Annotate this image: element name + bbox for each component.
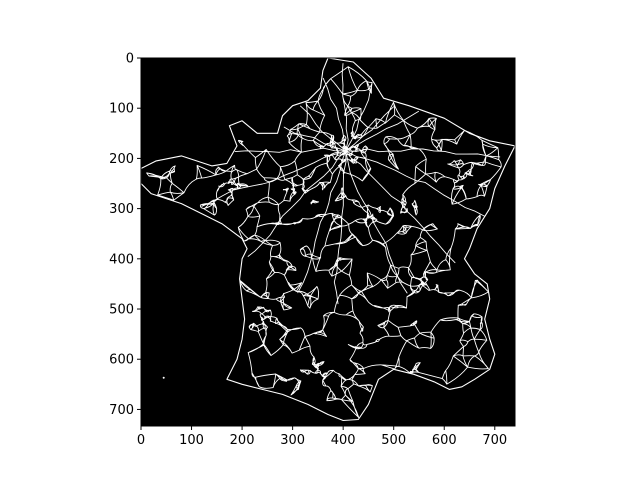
x-tick-label: 700 (482, 433, 507, 448)
road-lines (146, 63, 502, 419)
y-tick-label: 0 (126, 52, 134, 67)
x-tick-label: 400 (331, 433, 356, 448)
image-background (141, 58, 515, 426)
x-tick-label: 0 (137, 433, 145, 448)
x-axis: 0 100 200 300 400 500 600 700 (137, 426, 507, 448)
plot-area (140, 57, 516, 427)
y-tick-label: 700 (109, 403, 134, 418)
x-tick-label: 100 (179, 433, 204, 448)
y-axis: 0 100 200 300 400 500 600 700 (109, 52, 141, 418)
island-speck (162, 376, 165, 379)
axes-frame (140, 57, 516, 427)
y-tick-label: 600 (109, 353, 134, 368)
road-network-map (140, 57, 516, 422)
y-tick-label: 200 (109, 152, 134, 167)
y-tick-label: 300 (109, 202, 134, 217)
border-outline (140, 57, 516, 422)
x-tick-label: 200 (230, 433, 255, 448)
x-tick-label: 600 (432, 433, 457, 448)
y-tick-label: 400 (109, 252, 134, 267)
y-tick-label: 100 (109, 102, 134, 117)
x-tick-label: 300 (280, 433, 305, 448)
x-tick-label: 500 (381, 433, 406, 448)
y-tick-label: 500 (109, 303, 134, 318)
